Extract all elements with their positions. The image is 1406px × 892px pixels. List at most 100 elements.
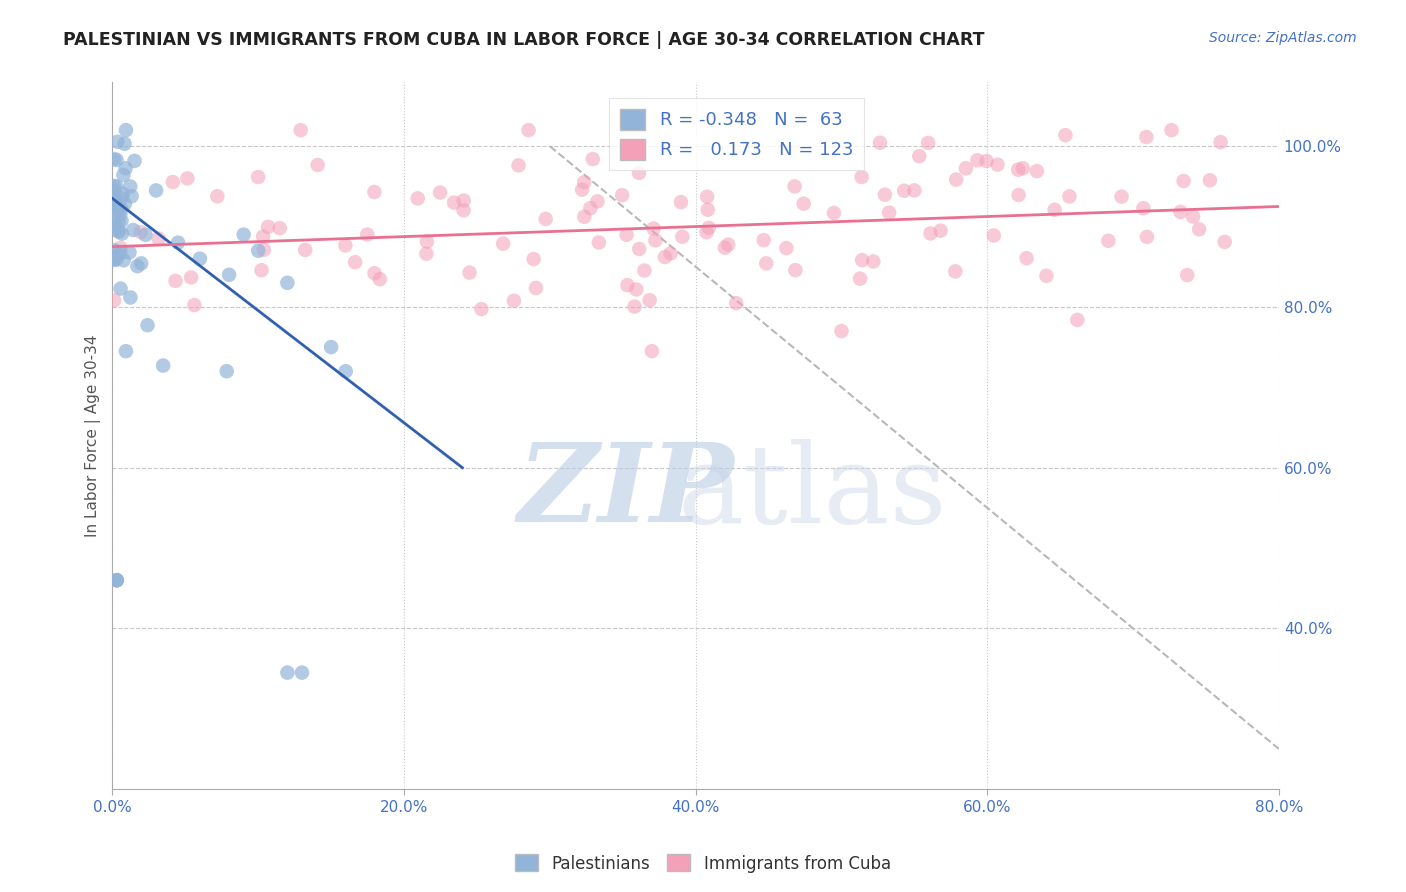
Point	[232, 227, 254, 242]
Point	[307, 158, 329, 172]
Point	[111, 186, 134, 201]
Text: ZIP: ZIP	[517, 438, 734, 546]
Point	[136, 318, 159, 333]
Point	[115, 344, 138, 359]
Point	[443, 195, 465, 210]
Point	[669, 195, 692, 210]
Point	[118, 245, 141, 260]
Point	[103, 243, 125, 257]
Point	[783, 179, 806, 194]
Point	[627, 166, 650, 180]
Point	[103, 184, 125, 198]
Point	[363, 185, 385, 199]
Point	[671, 229, 693, 244]
Point	[276, 276, 298, 290]
Point	[893, 184, 915, 198]
Point	[218, 268, 240, 282]
Point	[152, 359, 174, 373]
Point	[1035, 268, 1057, 283]
Point	[183, 298, 205, 312]
Point	[145, 184, 167, 198]
Point	[966, 153, 988, 168]
Point	[120, 291, 142, 305]
Point	[641, 344, 664, 359]
Point	[356, 227, 378, 242]
Point	[453, 194, 475, 208]
Point	[252, 229, 274, 244]
Point	[929, 224, 952, 238]
Point	[105, 573, 128, 587]
Point	[107, 224, 129, 238]
Point	[321, 340, 343, 354]
Point	[869, 136, 891, 150]
Point	[752, 233, 775, 247]
Point	[659, 246, 682, 260]
Point	[247, 244, 270, 258]
Point	[1170, 205, 1192, 219]
Point	[1188, 222, 1211, 236]
Point	[129, 256, 152, 270]
Point	[148, 231, 170, 245]
Point	[725, 296, 748, 310]
Point	[508, 158, 530, 172]
Point	[129, 225, 152, 239]
Point	[250, 263, 273, 277]
Point	[107, 224, 129, 238]
Point	[775, 241, 797, 255]
Point	[104, 219, 127, 234]
Point	[502, 293, 524, 308]
Point	[1015, 251, 1038, 265]
Point	[1135, 130, 1157, 145]
Point	[1007, 162, 1029, 177]
Point	[571, 183, 593, 197]
Point	[582, 152, 605, 166]
Point	[110, 282, 132, 296]
Point	[103, 195, 125, 210]
Point	[955, 161, 977, 176]
Point	[696, 225, 718, 239]
Point	[908, 149, 931, 163]
Point	[1173, 174, 1195, 188]
Legend: Palestinians, Immigrants from Cuba: Palestinians, Immigrants from Cuba	[509, 847, 897, 880]
Point	[122, 223, 145, 237]
Point	[114, 197, 136, 211]
Point	[579, 201, 602, 215]
Point	[986, 158, 1008, 172]
Point	[124, 153, 146, 168]
Point	[793, 196, 815, 211]
Point	[534, 212, 557, 227]
Point	[983, 228, 1005, 243]
Point	[717, 237, 740, 252]
Point	[643, 221, 665, 235]
Point	[112, 168, 135, 182]
Point	[1059, 189, 1081, 203]
Point	[103, 252, 125, 267]
Point	[110, 241, 132, 255]
Point	[697, 220, 720, 235]
Point	[207, 189, 229, 203]
Point	[110, 202, 132, 216]
Point	[107, 135, 129, 149]
Point	[188, 252, 211, 266]
Point	[976, 154, 998, 169]
Point	[112, 253, 135, 268]
Point	[110, 214, 132, 228]
Point	[1182, 210, 1205, 224]
Point	[291, 665, 314, 680]
Point	[120, 179, 142, 194]
Point	[1011, 161, 1033, 176]
Point	[105, 179, 128, 194]
Point	[103, 252, 125, 266]
Point	[785, 263, 807, 277]
Point	[134, 227, 156, 242]
Point	[107, 202, 129, 216]
Point	[470, 302, 492, 317]
Point	[830, 324, 852, 338]
Point	[862, 254, 884, 268]
Point	[943, 264, 966, 278]
Point	[920, 227, 942, 241]
Point	[215, 364, 238, 378]
Point	[638, 293, 661, 308]
Point	[104, 252, 127, 267]
Point	[945, 172, 967, 186]
